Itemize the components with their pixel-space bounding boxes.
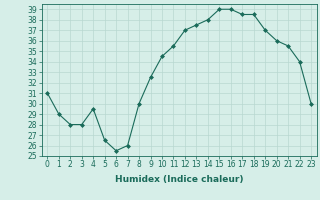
X-axis label: Humidex (Indice chaleur): Humidex (Indice chaleur) — [115, 175, 244, 184]
